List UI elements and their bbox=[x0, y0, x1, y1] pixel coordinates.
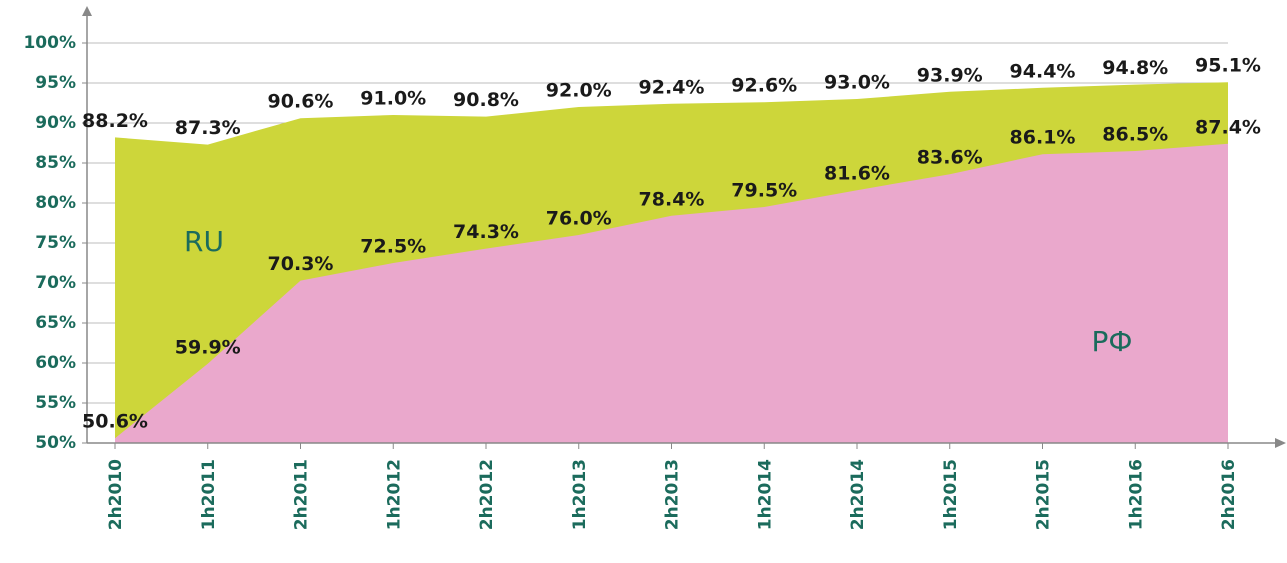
y-tick-label: 50% bbox=[35, 433, 76, 453]
data-label: 88.2% bbox=[82, 110, 148, 132]
data-label: 93.0% bbox=[824, 72, 890, 94]
x-tick-label: 1h2011 bbox=[199, 459, 219, 530]
data-label: 93.9% bbox=[917, 64, 983, 86]
data-label: 72.5% bbox=[360, 236, 426, 258]
x-tick-label: 2h2012 bbox=[477, 459, 497, 530]
data-label: 91.0% bbox=[360, 88, 426, 110]
y-tick-label: 85% bbox=[35, 153, 76, 173]
series-name: RU bbox=[184, 225, 224, 258]
y-tick-label: 80% bbox=[35, 193, 76, 213]
x-tick-label: 2h2010 bbox=[106, 459, 126, 530]
y-tick-label: 90% bbox=[35, 113, 76, 133]
y-axis-arrow bbox=[82, 6, 92, 16]
x-tick-label: 1h2013 bbox=[570, 459, 590, 530]
y-tick-label: 95% bbox=[35, 73, 76, 93]
series-name: РФ bbox=[1092, 325, 1133, 358]
data-label: 81.6% bbox=[824, 163, 890, 185]
data-label: 92.6% bbox=[731, 75, 797, 97]
data-label: 94.4% bbox=[1010, 60, 1076, 82]
data-label: 78.4% bbox=[639, 188, 705, 210]
x-tick-label: 2h2013 bbox=[663, 459, 683, 530]
data-label: 50.6% bbox=[82, 411, 148, 433]
y-tick-label: 65% bbox=[35, 313, 76, 333]
y-tick-label: 100% bbox=[23, 33, 76, 53]
x-tick-label: 1h2016 bbox=[1126, 459, 1146, 530]
y-tick-label: 60% bbox=[35, 353, 76, 373]
y-tick-label: 75% bbox=[35, 233, 76, 253]
y-tick-label: 55% bbox=[35, 393, 76, 413]
data-label: 90.6% bbox=[268, 91, 334, 113]
data-label: 92.0% bbox=[546, 80, 612, 102]
data-label: 76.0% bbox=[546, 208, 612, 230]
area bbox=[115, 143, 1228, 444]
data-label: 70.3% bbox=[268, 253, 334, 275]
data-label: 74.3% bbox=[453, 221, 519, 243]
x-tick-label: 1h2012 bbox=[384, 459, 404, 530]
x-tick-label: 1h2014 bbox=[755, 459, 775, 530]
data-label: 86.5% bbox=[1102, 124, 1168, 146]
data-label: 83.6% bbox=[917, 147, 983, 169]
data-label: 87.4% bbox=[1195, 116, 1261, 138]
data-label: 94.8% bbox=[1102, 57, 1168, 79]
data-label: 90.8% bbox=[453, 89, 519, 111]
x-tick-label: 2h2014 bbox=[848, 459, 868, 530]
data-label: 86.1% bbox=[1010, 127, 1076, 149]
data-label: 59.9% bbox=[175, 336, 241, 358]
x-tick-label: 1h2015 bbox=[941, 459, 961, 530]
x-axis-arrow bbox=[1275, 438, 1286, 448]
data-label: 92.4% bbox=[639, 76, 705, 98]
labels: 50% 55% 60% 65% 70% 75% 80% 85% 90% 95% 100% 2h2010… bbox=[23, 33, 1260, 530]
y-tick-label: 70% bbox=[35, 273, 76, 293]
data-label: 95.1% bbox=[1195, 55, 1261, 77]
data-label: 79.5% bbox=[731, 180, 797, 202]
x-tick-label: 2h2011 bbox=[292, 459, 312, 530]
x-tick-label: 2h2015 bbox=[1034, 459, 1054, 530]
areas bbox=[115, 82, 1228, 444]
data-label: 87.3% bbox=[175, 117, 241, 139]
x-tick-label: 2h2016 bbox=[1219, 459, 1239, 530]
